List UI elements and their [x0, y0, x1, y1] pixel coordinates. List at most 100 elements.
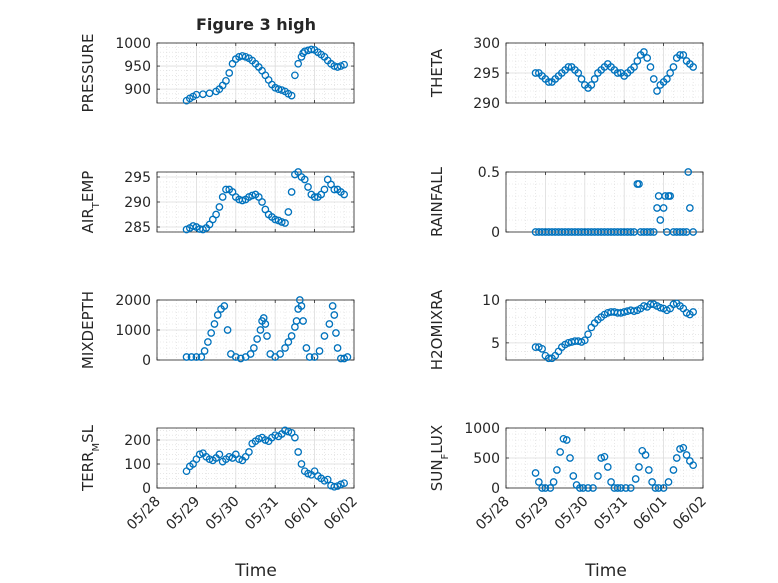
axes-box: [505, 299, 704, 361]
data-point: [689, 63, 698, 71]
data-point: [213, 311, 222, 319]
data-point: [277, 218, 286, 226]
data-point: [276, 350, 284, 358]
xtick-label: 05/31: [591, 494, 631, 534]
data-point: [231, 353, 240, 361]
data-point: [238, 196, 247, 205]
data-point: [307, 45, 316, 54]
data-point: [330, 185, 339, 194]
data-point: [689, 228, 698, 236]
data-point: [546, 484, 555, 492]
data-point: [340, 479, 348, 488]
data-point: [297, 52, 306, 61]
data-point: [656, 216, 665, 224]
data-point: [594, 472, 602, 480]
data-point: [332, 329, 340, 337]
data-point: [215, 203, 224, 211]
data-point: [549, 478, 558, 486]
data-point: [330, 311, 339, 319]
series-points: [182, 168, 348, 234]
data-point: [590, 75, 599, 83]
data-point: [689, 308, 698, 316]
xtick-label: 06/01: [631, 494, 671, 534]
data-point: [284, 208, 293, 216]
data-point: [669, 63, 678, 71]
data-point: [635, 463, 643, 471]
data-point: [343, 353, 352, 361]
data-point: [299, 317, 307, 325]
subplot-2: 290 295 300 THETA: [428, 36, 704, 112]
data-point: [187, 353, 196, 361]
data-point: [686, 204, 694, 212]
data-point: [641, 451, 650, 459]
data-point: [305, 353, 314, 361]
data-point: [659, 484, 668, 492]
ytick-label: 900: [124, 82, 151, 98]
data-point: [220, 302, 229, 310]
ylabel: AIRTEMP: [79, 171, 102, 234]
data-point: [310, 353, 319, 361]
data-point: [200, 347, 209, 355]
data-point: [544, 354, 553, 363]
data-point: [238, 52, 247, 60]
series-points: [531, 48, 698, 95]
data-point: [626, 484, 635, 492]
data-point: [651, 484, 660, 492]
data-point: [297, 302, 306, 310]
ylabel: RAINFALL: [428, 166, 446, 237]
data-point: [287, 91, 296, 100]
data-point: [562, 436, 571, 444]
data-point: [271, 215, 280, 224]
data-point: [584, 330, 592, 339]
ylabel: TERRMSL: [79, 424, 102, 492]
data-point: [577, 75, 586, 83]
data-point: [330, 482, 339, 491]
data-point: [215, 450, 224, 459]
ytick-label: 0: [142, 353, 151, 369]
data-point: [246, 350, 255, 358]
data-point: [613, 69, 622, 77]
ylabel: SUNFLUX: [428, 425, 451, 491]
ytick-label: 1000: [115, 323, 151, 339]
data-point: [261, 320, 270, 328]
data-point: [587, 323, 596, 332]
data-point: [580, 336, 589, 345]
xtick-label: 05/28: [124, 494, 164, 534]
ytick-label: 285: [124, 220, 151, 236]
data-point: [603, 463, 612, 471]
data-point: [320, 185, 329, 194]
data-point: [222, 76, 230, 85]
subplot-6: 5 10 H2OMIXRA: [428, 289, 704, 370]
data-point: [564, 63, 573, 71]
data-point: [538, 484, 546, 492]
data-point: [679, 443, 688, 452]
data-point: [281, 219, 289, 227]
ytick-label: 0: [491, 481, 500, 497]
data-point: [633, 57, 642, 65]
ytick-label: 1000: [115, 36, 151, 52]
data-point: [679, 51, 688, 59]
ytick-label: 5: [491, 336, 500, 352]
data-point: [649, 75, 658, 83]
data-point: [684, 168, 693, 176]
data-point: [613, 484, 622, 492]
data-point: [640, 48, 648, 56]
data-point: [315, 347, 324, 355]
data-point: [661, 192, 670, 200]
ytick-label: 0: [142, 481, 151, 497]
data-point: [646, 63, 655, 71]
data-point: [630, 63, 638, 71]
data-point: [197, 353, 206, 361]
data-point: [287, 188, 296, 196]
ytick-label: 0: [491, 225, 500, 241]
data-point: [225, 69, 234, 77]
subplot-1: 900 950 1000 PRESSURE: [79, 34, 355, 112]
data-point: [676, 51, 684, 59]
data-point: [653, 87, 661, 95]
data-point: [644, 466, 653, 474]
data-point: [320, 332, 329, 340]
data-point: [281, 344, 289, 352]
data-point: [631, 475, 640, 483]
data-point: [649, 228, 658, 236]
